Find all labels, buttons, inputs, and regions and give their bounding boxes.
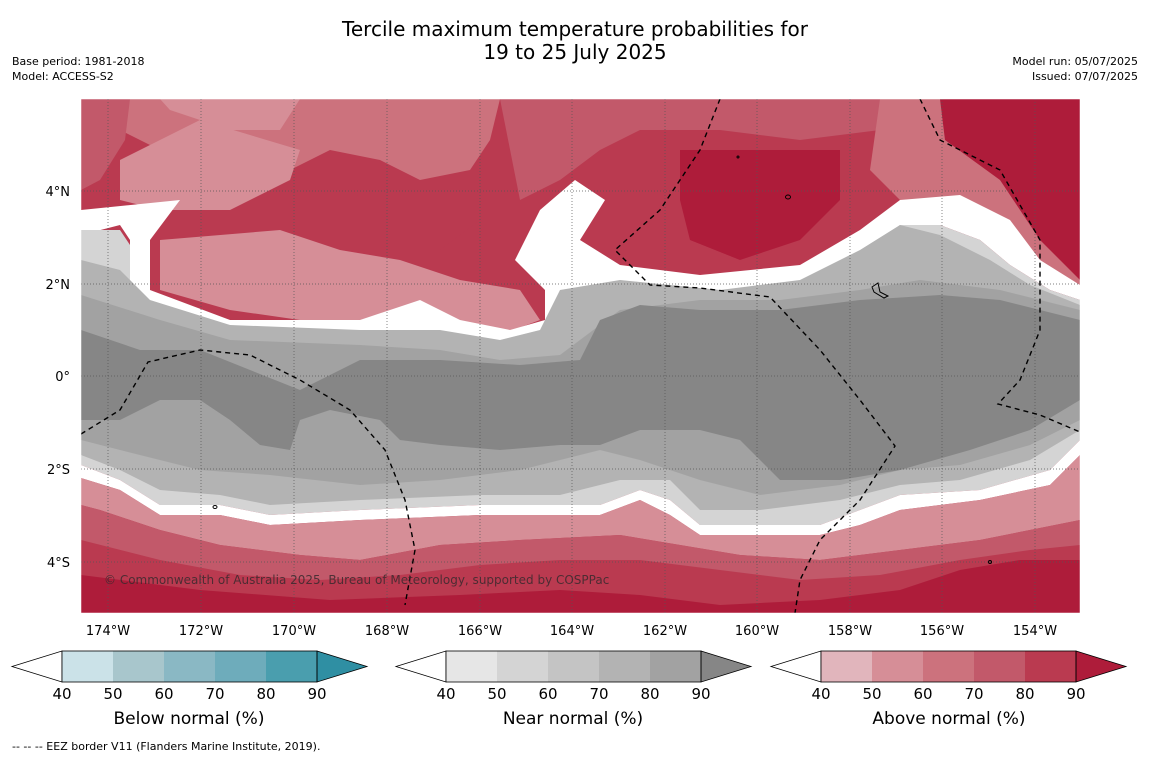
- lon-tick-label: 154°W: [1013, 624, 1057, 639]
- field-above-90-south: [81, 560, 1080, 613]
- colorbar-left-triangle: [10, 650, 63, 683]
- colorbar-left-triangle: [394, 650, 447, 683]
- lon-tick-label: 156°W: [920, 624, 964, 639]
- lat-tick-label: 4°S: [47, 556, 70, 571]
- colorbar-tick-label: 80: [640, 685, 659, 703]
- lon-tick-label: 174°W: [86, 624, 130, 639]
- field-above-90-ne: [680, 150, 840, 260]
- colorbar-outline: [61, 650, 318, 683]
- field-near-90: [81, 295, 1080, 480]
- colorbar-tick-label: 80: [256, 685, 275, 703]
- lon-tick-label: 166°W: [458, 624, 502, 639]
- colorbar-tick-label: 50: [862, 685, 881, 703]
- lon-axis: 174°W 172°W 170°W 168°W 166°W 164°W 162°…: [86, 624, 1057, 639]
- colorbar-segment: [650, 651, 701, 682]
- map-frame: [80, 98, 1081, 614]
- lon-tick-label: 168°W: [365, 624, 409, 639]
- colorbar-label-above: Above normal (%): [872, 709, 1026, 729]
- title-line-1: Tercile maximum temperature probabilitie…: [342, 17, 808, 41]
- colorbar-segment: [821, 651, 872, 682]
- colorbar-tick-label: 40: [52, 685, 71, 703]
- field-above-80-south: [81, 540, 1080, 613]
- model-text: Model: ACCESS-S2: [12, 70, 114, 83]
- lat-axis: 4°N 2°N 0° 2°S 4°S: [46, 185, 71, 571]
- colorbar-label-near: Near normal (%): [502, 709, 644, 729]
- lon-tick-label: 170°W: [272, 624, 316, 639]
- lon-tick-label: 164°W: [550, 624, 594, 639]
- colorbar-segment: [872, 651, 923, 682]
- field-above-60-s: [160, 230, 540, 335]
- colorbar-tick-label: 50: [103, 685, 122, 703]
- map-title: Tercile maximum temperature probabilitie…: [0, 18, 1150, 64]
- lon-tick-label: 162°W: [643, 624, 687, 639]
- colorbar-tick-label: 60: [154, 685, 173, 703]
- colorbar-tick-label: 80: [1015, 685, 1034, 703]
- colorbar-tick-label: 90: [691, 685, 710, 703]
- field-white-boundary-n: [81, 180, 1080, 345]
- colorbars: 40 50 60 70 80 90 40 50 60 70 80 90 40 50 60 70 80 90: [10, 650, 1128, 703]
- lat-tick-label: 2°S: [47, 463, 70, 478]
- colorbar-segment: [1025, 651, 1076, 682]
- colorbar-segment: [446, 651, 497, 682]
- field-above-60-n2: [120, 120, 300, 210]
- colorbar-segment: [497, 651, 548, 682]
- colorbar-tick-label: 70: [589, 685, 608, 703]
- meta-left: Base period: 1981-2018 Model: ACCESS-S2: [12, 54, 144, 84]
- colorbar-tick-label: 60: [913, 685, 932, 703]
- islands: [212, 155, 992, 564]
- field-above-80-core: [330, 190, 480, 250]
- copyright-text: © Commonwealth of Australia 2025, Bureau…: [104, 573, 609, 587]
- eez-borders: [81, 99, 1080, 613]
- colorbar-tick-label: 70: [964, 685, 983, 703]
- colorbar-segment: [548, 651, 599, 682]
- colorbar-tick-label: 90: [307, 685, 326, 703]
- colorbar-tick-label: 60: [538, 685, 557, 703]
- colorbar-tick-label: 40: [811, 685, 830, 703]
- colorbar-tick-label: 40: [436, 685, 455, 703]
- colorbar-right-triangle: [700, 650, 753, 683]
- map-field: [81, 99, 1080, 613]
- field-above-90-e: [940, 99, 1080, 280]
- title-line-2: 19 to 25 July 2025: [483, 40, 667, 64]
- field-above-70-n: [81, 99, 500, 180]
- field-above-70-ne: [500, 99, 900, 200]
- colorbar-segment: [62, 651, 113, 682]
- colorbar-right-triangle: [316, 650, 369, 683]
- lat-tick-label: 0°: [55, 370, 70, 385]
- colorbar-segment: [113, 651, 164, 682]
- field-above-75-n: [81, 99, 130, 190]
- colorbar-segment: [266, 651, 317, 682]
- model-run-text: Model run: 05/07/2025: [1012, 55, 1138, 68]
- colorbar-segment: [974, 651, 1025, 682]
- field-above-60-south: [81, 455, 1080, 560]
- eez-footnote: -- -- -- EEZ border V11 (Flanders Marine…: [12, 740, 321, 753]
- lat-tick-label: 2°N: [46, 278, 71, 293]
- meta-right: Model run: 05/07/2025 Issued: 07/07/2025: [1012, 54, 1138, 84]
- colorbar-segment: [215, 651, 266, 682]
- colorbar-tick-label: 70: [205, 685, 224, 703]
- lat-tick-label: 4°N: [46, 185, 71, 200]
- colorbar-outline: [820, 650, 1077, 683]
- colorbar-outline: [445, 650, 702, 683]
- colorbar-segment: [599, 651, 650, 682]
- issued-text: Issued: 07/07/2025: [1031, 70, 1138, 83]
- field-above-60-n1: [160, 99, 300, 130]
- colorbar-segment: [164, 651, 215, 682]
- colorbar-label-below: Below normal (%): [113, 709, 265, 729]
- colorbar-left-triangle: [769, 650, 822, 683]
- lon-tick-label: 158°W: [828, 624, 872, 639]
- colorbar-tick-label: 50: [487, 685, 506, 703]
- lon-tick-label: 160°W: [735, 624, 779, 639]
- colorbar-segment: [923, 651, 974, 682]
- colorbar-right-triangle: [1075, 650, 1128, 683]
- colorbar-tick-label: 90: [1066, 685, 1085, 703]
- lon-tick-label: 172°W: [179, 624, 223, 639]
- base-period-text: Base period: 1981-2018: [12, 55, 145, 68]
